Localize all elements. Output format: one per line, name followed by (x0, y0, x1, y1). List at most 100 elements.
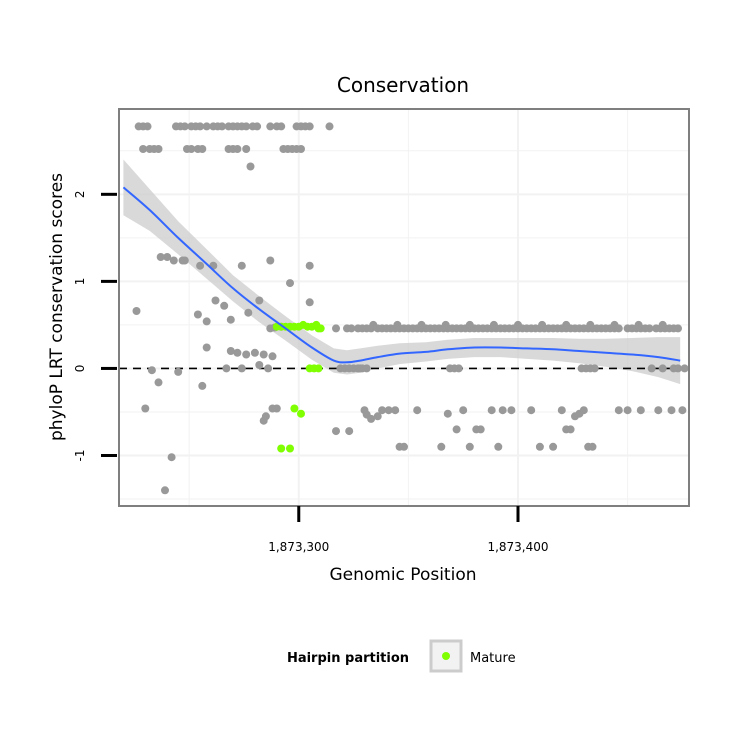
y-tick-label: -1 (73, 450, 87, 462)
point-other (305, 261, 314, 270)
point-other (233, 348, 242, 357)
point-other (494, 442, 503, 451)
point-other (297, 145, 305, 153)
point-mature (316, 324, 325, 333)
legend: Hairpin partition Mature (287, 639, 516, 673)
point-other (196, 261, 205, 270)
point-other (154, 145, 163, 153)
point-other (305, 122, 314, 131)
x-tick-label: 1,873,300 (268, 540, 329, 554)
point-other (272, 404, 281, 413)
point-other (443, 409, 452, 418)
point-other (347, 324, 356, 333)
y-axis-ticks: -1 0 1 2 (73, 190, 117, 461)
point-other (674, 324, 682, 333)
point-other (634, 320, 643, 329)
point-other (174, 367, 183, 376)
point-other (202, 122, 211, 131)
point-other (226, 347, 235, 355)
point-other (465, 320, 474, 329)
point-other (647, 364, 656, 373)
point-other (180, 122, 189, 131)
panel-border (118, 108, 690, 507)
point-other (250, 348, 259, 357)
point-other (222, 364, 231, 373)
point-other (459, 406, 468, 415)
point-other (202, 343, 211, 352)
point-mature (290, 404, 299, 413)
point-other (259, 416, 268, 425)
point-other (220, 301, 229, 310)
point-other (538, 320, 547, 329)
point-other (384, 406, 393, 415)
point-other (400, 442, 408, 451)
point-other (667, 406, 676, 415)
point-mature (277, 444, 286, 453)
point-mature (286, 444, 294, 453)
x-axis-title: Genomic Position (329, 565, 476, 585)
point-other (202, 317, 211, 326)
point-other (242, 145, 251, 153)
x-axis-ticks: 1,873,300 1,873,400 (268, 506, 549, 554)
point-other (237, 261, 246, 270)
point-other (535, 442, 544, 451)
point-other (132, 307, 141, 315)
legend-point-mature (442, 652, 450, 660)
point-other (253, 122, 262, 131)
point-other (332, 427, 340, 436)
point-other (378, 406, 387, 415)
point-other (167, 453, 176, 462)
point-other (233, 145, 242, 153)
point-other (654, 406, 663, 415)
point-other (610, 320, 619, 329)
point-other (193, 310, 202, 319)
point-other (237, 364, 246, 373)
point-other (259, 350, 268, 359)
y-tick-label: 2 (73, 190, 87, 198)
y-axis-title: phyloP LRT conservation scores (47, 173, 67, 441)
point-other (373, 412, 382, 421)
point-other (590, 364, 599, 373)
point-other (242, 350, 251, 359)
point-other (242, 122, 251, 131)
point-other (161, 486, 169, 495)
point-other (369, 320, 378, 329)
panel-grid (119, 109, 689, 506)
point-other (489, 320, 498, 329)
point-other (169, 256, 178, 265)
point-other (586, 320, 595, 329)
point-other (678, 406, 687, 415)
point-other (246, 162, 255, 171)
point-other (139, 145, 148, 153)
point-other (264, 364, 273, 373)
point-other (514, 320, 522, 329)
point-other (268, 352, 277, 361)
point-other (588, 442, 597, 451)
point-other (417, 320, 426, 329)
point-other (452, 425, 461, 434)
point-other (141, 404, 150, 413)
point-other (218, 122, 226, 131)
point-other (680, 364, 689, 373)
point-other (658, 364, 667, 373)
point-other (623, 406, 632, 415)
smooth-line (122, 186, 681, 364)
y-tick-label: 1 (73, 278, 87, 286)
point-other (413, 406, 422, 415)
point-other (277, 122, 286, 131)
point-other (658, 320, 667, 329)
point-other (198, 145, 207, 153)
point-other (196, 122, 205, 131)
point-other (557, 406, 566, 415)
point-mature (297, 409, 305, 418)
point-other (527, 406, 536, 415)
y-tick-label: 0 (73, 365, 87, 373)
point-other (187, 145, 196, 153)
chart-title: Conservation (337, 73, 469, 97)
point-other (636, 406, 645, 415)
point-other (579, 406, 588, 415)
point-other (266, 256, 275, 265)
point-other (507, 406, 516, 415)
point-other (255, 296, 264, 305)
